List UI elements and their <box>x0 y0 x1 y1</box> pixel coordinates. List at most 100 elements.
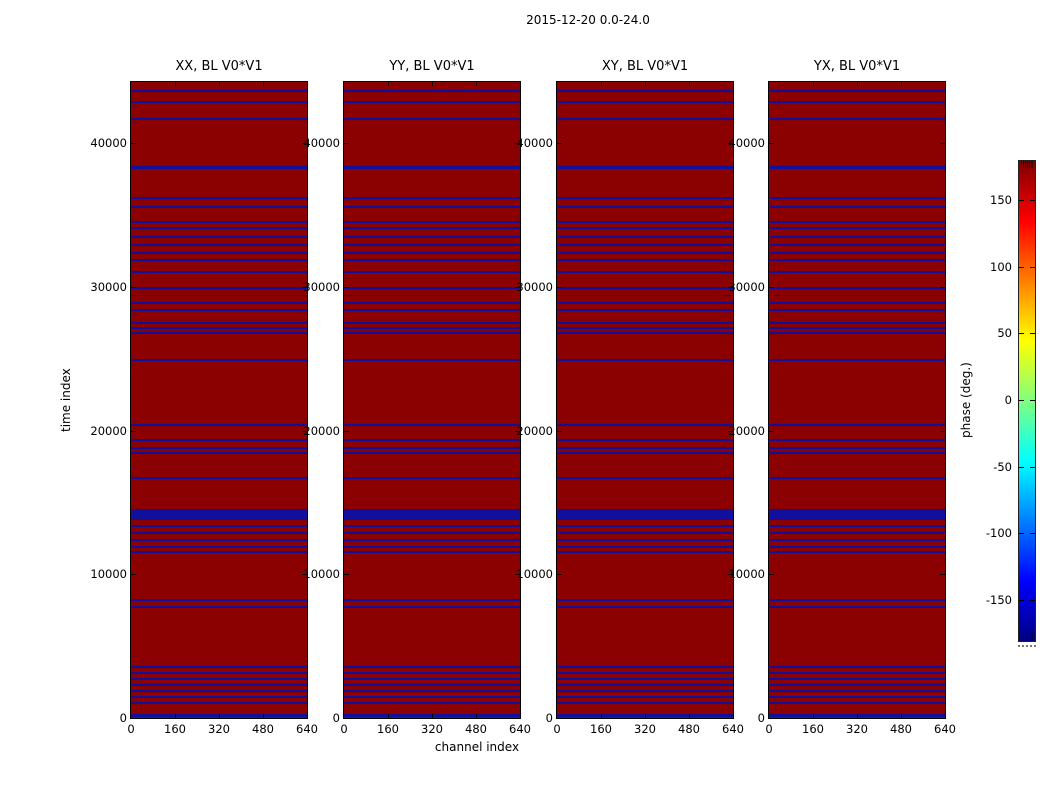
flagged-time-stripe <box>131 452 307 454</box>
flagged-time-stripe <box>131 606 307 608</box>
flagged-time-stripe <box>131 599 307 601</box>
panel-title-yy: YY, BL V0*V1 <box>389 59 475 74</box>
y-axis-label: time index <box>59 368 73 432</box>
y-tick-label: 40000 <box>90 136 127 151</box>
flagged-time-stripe <box>344 439 520 441</box>
y-tick-mark <box>344 143 349 145</box>
flagged-time-stripe <box>769 684 945 686</box>
x-tick-mark <box>388 714 389 718</box>
x-tick-mark <box>901 714 902 718</box>
y-tick-mark <box>515 430 520 432</box>
flagged-time-stripe <box>769 696 945 698</box>
y-tick-label: 40000 <box>516 136 553 151</box>
flagged-time-stripe <box>131 684 307 686</box>
flagged-time-stripe <box>557 606 733 608</box>
flagged-time-stripe <box>557 118 733 120</box>
x-tick-label: 640 <box>934 722 956 736</box>
flagged-time-stripe <box>557 101 733 103</box>
y-tick-label: 0 <box>332 711 340 725</box>
x-tick-mark <box>689 714 690 718</box>
x-tick-label: 320 <box>421 722 443 736</box>
flagged-time-stripe <box>344 524 520 527</box>
flagged-time-stripe <box>344 236 520 238</box>
flagged-time-stripe <box>769 447 945 449</box>
flagged-time-stripe <box>131 252 307 254</box>
flagged-time-stripe <box>769 236 945 238</box>
y-tick-label: 30000 <box>303 279 340 294</box>
colorbar-tick-mark <box>1030 200 1035 201</box>
flagged-time-stripe <box>769 322 945 324</box>
y-tick-mark <box>557 143 562 145</box>
flagged-time-stripe <box>131 118 307 120</box>
y-tick-label: 10000 <box>516 567 553 582</box>
y-tick-label: 10000 <box>90 567 127 582</box>
flagged-time-stripe <box>769 165 945 170</box>
flagged-time-stripe <box>769 327 945 329</box>
flagged-time-stripe <box>131 101 307 103</box>
y-tick-mark <box>728 430 733 432</box>
flagged-time-stripe <box>344 599 520 601</box>
flagged-time-stripe <box>131 702 307 704</box>
flagged-time-stripe <box>557 309 733 311</box>
flagged-time-stripe <box>131 678 307 680</box>
y-tick-label: 20000 <box>303 423 340 438</box>
flagged-time-stripe <box>131 259 307 261</box>
flagged-time-stripe <box>769 294 945 297</box>
x-tick-label: 480 <box>465 722 487 736</box>
flagged-time-stripe <box>131 532 307 534</box>
x-tick-label: 320 <box>208 722 230 736</box>
y-tick-mark <box>515 286 520 288</box>
flagged-time-stripe <box>769 424 945 426</box>
colorbar-tick-label: 100 <box>990 259 1012 274</box>
colorbar-tick-mark <box>1019 400 1024 401</box>
flagged-time-stripe <box>557 702 733 704</box>
y-tick-mark <box>131 286 136 288</box>
flagged-time-stripe <box>769 90 945 93</box>
flagged-time-stripe <box>131 244 307 246</box>
flagged-time-stripe <box>557 294 733 297</box>
colorbar-tick-mark <box>1019 266 1024 268</box>
y-tick-mark <box>940 286 945 288</box>
flagged-time-stripe <box>344 539 520 542</box>
x-tick-mark <box>175 714 176 718</box>
flagged-time-stripe <box>557 539 733 542</box>
colorbar-tick-label: -100 <box>985 526 1012 541</box>
flagged-time-stripe <box>344 271 520 273</box>
flagged-time-stripe <box>557 322 733 324</box>
flagged-time-stripe <box>557 424 733 426</box>
x-tick-label: 0 <box>765 722 773 736</box>
flagged-time-stripe <box>769 551 945 553</box>
flagged-time-stripe <box>769 702 945 704</box>
panel-title-xy: XY, BL V0*V1 <box>601 59 689 74</box>
flagged-time-stripe <box>344 684 520 686</box>
flagged-time-stripe <box>769 227 945 229</box>
x-tick-mark <box>857 714 858 718</box>
y-tick-label: 10000 <box>728 567 765 582</box>
flagged-time-stripe <box>769 678 945 680</box>
flagged-time-stripe <box>131 206 307 208</box>
flagged-time-stripe <box>769 244 945 246</box>
x-tick-label: 320 <box>634 722 656 736</box>
heatmap-panel-xy <box>556 81 734 719</box>
flagged-time-stripe <box>557 684 733 686</box>
y-tick-label: 0 <box>757 711 765 725</box>
y-tick-mark <box>302 286 307 288</box>
y-tick-mark <box>302 574 307 576</box>
flagged-time-stripe <box>769 302 945 304</box>
flagged-time-stripe <box>344 227 520 229</box>
flagged-time-stripe <box>557 165 733 170</box>
y-tick-mark <box>940 430 945 432</box>
flagged-time-stripe <box>131 165 307 170</box>
flagged-time-stripe <box>344 327 520 329</box>
y-tick-mark <box>344 430 349 432</box>
flagged-time-stripe <box>769 287 945 289</box>
flagged-time-stripe <box>344 672 520 674</box>
colorbar-tick-label: 50 <box>997 326 1012 341</box>
y-tick-label: 10000 <box>303 567 340 582</box>
flagged-time-stripe <box>131 294 307 297</box>
x-tick-label: 320 <box>846 722 868 736</box>
x-tick-mark <box>219 714 220 718</box>
colorbar-end-hatch <box>1026 632 1028 639</box>
x-tick-mark <box>813 82 814 86</box>
